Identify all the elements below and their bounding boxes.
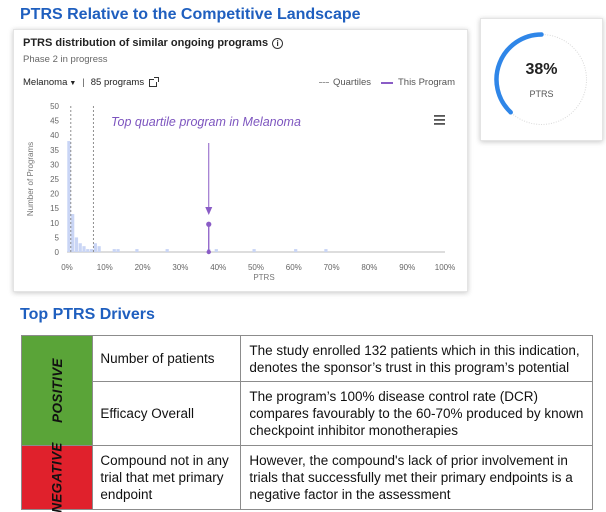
histogram-bar: [82, 246, 86, 252]
x-tick-label: 50%: [248, 263, 264, 272]
histogram-bar: [67, 141, 71, 252]
y-tick-label: 25: [50, 175, 59, 184]
hamburger-bar: [434, 123, 445, 125]
y-tick-label: 30: [50, 160, 59, 169]
y-tick-label: 50: [50, 102, 59, 111]
drivers-table: POSITIVE Number of patients The study en…: [20, 335, 593, 512]
program-legend-label[interactable]: This Program: [397, 77, 455, 88]
histogram-bar: [165, 249, 169, 252]
driver-row: Efficacy Overall The program’s 100% dise…: [22, 381, 593, 446]
chart-title: PTRS distribution of similar ongoing pro…: [23, 37, 269, 49]
x-tick-label: 100%: [435, 263, 455, 272]
positive-label: POSITIVE: [49, 358, 65, 423]
histogram-bar: [324, 249, 328, 252]
y-tick-label: 5: [55, 233, 60, 242]
driver-factor: Compound not in any trial that met prima…: [92, 445, 242, 510]
ptrs-distribution-card: PTRS distribution of similar ongoing pro…: [13, 29, 468, 292]
negative-category-cell: NEGATIVE: [20, 442, 94, 512]
ptrs-value: 38%: [525, 61, 558, 78]
programs-count: 85 programs: [90, 77, 145, 88]
annotation-text: Top quartile program in Melanoma: [111, 115, 301, 129]
histogram-bar: [214, 249, 218, 252]
program-legend-swatch: [380, 81, 393, 84]
x-tick-label: 80%: [361, 263, 377, 272]
info-icon[interactable]: i: [272, 38, 284, 49]
x-tick-label: 40%: [210, 263, 226, 272]
caret-down-icon: ▼: [69, 80, 77, 87]
histogram-bar: [116, 249, 120, 252]
hamburger-bar: [434, 119, 445, 121]
y-axis-label: Number of Programs: [26, 142, 35, 216]
y-tick-label: 35: [50, 146, 59, 155]
filter-separator: |: [82, 77, 85, 88]
indication-dropdown[interactable]: Melanoma ▼: [23, 77, 76, 88]
ptrs-label: PTRS: [529, 89, 554, 99]
indication-label: Melanoma: [23, 77, 68, 88]
filter-row: Melanoma ▼ | 85 programs: [23, 76, 160, 88]
quartiles-legend-swatch: [318, 82, 329, 83]
driver-row: NEGATIVE Compound not in any trial that …: [20, 442, 593, 512]
x-axis-label: PTRS: [253, 273, 274, 282]
driver-factor: Number of patients: [92, 335, 242, 382]
this-program-marker: [206, 221, 212, 227]
x-tick-label: 90%: [399, 263, 415, 272]
landscape-section-title: PTRS Relative to the Competitive Landsca…: [20, 6, 361, 23]
chart-subtitle: Phase 2 in progress: [23, 54, 108, 65]
y-tick-label: 10: [50, 219, 59, 228]
histogram-bar: [86, 249, 90, 252]
quartiles-legend-label[interactable]: Quartiles: [332, 77, 371, 88]
x-tick-label: 70%: [324, 263, 340, 272]
external-link-icon[interactable]: [149, 76, 160, 87]
annotation-arrow-head: [205, 207, 213, 215]
driver-factor: Efficacy Overall: [92, 381, 242, 446]
y-tick-label: 40: [50, 131, 59, 140]
ptrs-histogram: 0 5 10 15 20 25 30 35 40 45 50 0% 10% 20% 30% 40% 50% 60%…: [26, 102, 455, 282]
drivers-section-title: Top PTRS Drivers: [20, 306, 155, 323]
hamburger-bar: [434, 115, 445, 117]
driver-description: The study enrolled 132 patients which in…: [240, 335, 593, 382]
ptrs-ring-track: [496, 34, 587, 125]
x-tick-label: 20%: [135, 263, 151, 272]
histogram-bar: [78, 243, 82, 252]
this-program-base-dot: [206, 249, 211, 255]
histogram-bar: [252, 249, 256, 252]
histogram-bar: [112, 249, 116, 252]
driver-description: The program’s 100% disease control rate …: [240, 381, 593, 446]
hamburger-icon[interactable]: [434, 115, 445, 125]
histogram-bar: [294, 249, 298, 252]
histogram-bar: [71, 214, 75, 252]
y-tick-label: 15: [50, 204, 59, 213]
histogram-bar: [97, 246, 101, 252]
negative-label: NEGATIVE: [49, 442, 65, 512]
histogram-bar: [89, 249, 94, 252]
chart-title-row: PTRS distribution of similar ongoing pro…: [23, 37, 284, 49]
histogram-bar: [135, 249, 139, 252]
positive-category-cell: POSITIVE: [20, 335, 94, 446]
y-tick-label: 0: [55, 248, 60, 257]
x-tick-label: 10%: [97, 263, 113, 272]
x-tick-label: 60%: [286, 263, 302, 272]
x-tick-label: 30%: [172, 263, 188, 272]
x-tick-label: 0%: [61, 263, 73, 272]
chart-legend: Quartiles This Program: [318, 77, 455, 88]
histogram-bar: [93, 243, 97, 252]
driver-row: POSITIVE Number of patients The study en…: [20, 335, 593, 446]
y-tick-label: 45: [50, 117, 59, 126]
driver-description: However, the compound's lack of prior in…: [240, 445, 593, 510]
ptrs-score-card: 38% PTRS: [480, 18, 603, 141]
y-tick-label: 20: [50, 190, 59, 199]
ptrs-progress-ring: [494, 32, 587, 125]
ptrs-ring-arc: [494, 32, 544, 115]
histogram-bar: [74, 237, 79, 252]
